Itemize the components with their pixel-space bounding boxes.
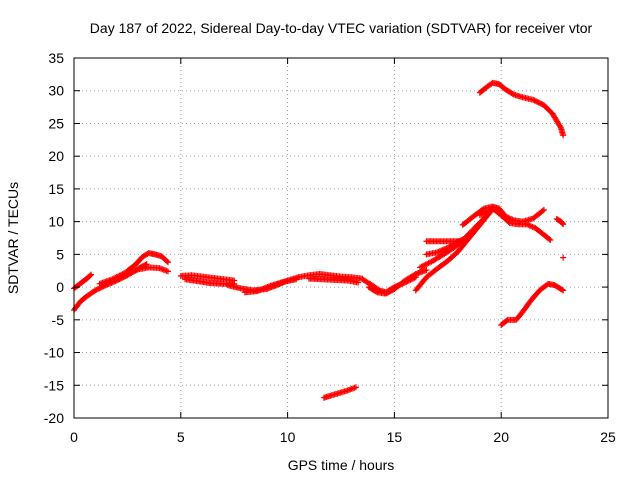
series-trace-late-point	[560, 254, 567, 261]
data-point	[560, 254, 567, 261]
y-axis-label: SDTVAR / TECUs	[5, 182, 21, 294]
data-point	[92, 287, 99, 294]
data-point	[534, 98, 541, 105]
data-point	[93, 286, 100, 293]
x-axis-label: GPS time / hours	[288, 457, 395, 473]
data-point	[164, 268, 171, 275]
x-tick-label: 5	[177, 429, 185, 445]
data-point	[95, 286, 102, 293]
data-point	[540, 206, 547, 213]
series-trace-morning-lower	[124, 264, 171, 277]
ticks-layer: 0 5 10 15 20 25 -20 -15 -10 -5 0 5 10 15 20 25 30 35	[44, 50, 616, 445]
y-tick-label: 30	[48, 83, 64, 99]
series-trace-negative-segment	[320, 384, 359, 401]
data-point	[532, 98, 539, 105]
data-point	[547, 236, 554, 243]
y-tick-label: 5	[56, 246, 64, 262]
data-point	[560, 132, 567, 139]
y-tick-label: -20	[44, 410, 64, 426]
series-trace-late-low	[498, 280, 567, 329]
data-point	[539, 207, 546, 214]
y-tick-label: 0	[56, 279, 64, 295]
y-tick-label: 15	[48, 181, 64, 197]
series-trace-afternoon-2	[305, 275, 362, 286]
data-point	[163, 258, 170, 265]
y-tick-label: 25	[48, 115, 64, 131]
data-point	[557, 123, 564, 130]
y-tick-label: -10	[44, 345, 64, 361]
data-point	[88, 271, 95, 278]
data-point	[558, 286, 565, 293]
data-point	[560, 221, 567, 228]
series-trace-shelf	[423, 238, 464, 245]
series-trace-top-arc	[476, 79, 567, 139]
data-point	[457, 238, 464, 245]
data-point	[355, 279, 362, 286]
x-tick-label: 25	[600, 429, 616, 445]
series-trace-dip-2	[365, 267, 430, 297]
data-point	[538, 100, 545, 107]
plot-frame	[73, 57, 609, 419]
y-tick-label: -5	[52, 312, 65, 328]
data-point	[143, 261, 150, 268]
y-tick-label: 20	[48, 148, 64, 164]
data-point	[164, 259, 171, 266]
data-point	[559, 220, 566, 227]
series-trace-peak-low	[476, 205, 554, 243]
data-points-layer	[71, 79, 567, 401]
data-point	[373, 288, 380, 295]
y-tick-label: -15	[44, 377, 64, 393]
data-point	[87, 272, 94, 279]
series-trace-midday-2	[182, 276, 238, 287]
data-point	[464, 235, 471, 241]
y-tick-label: 10	[48, 214, 64, 230]
data-point	[546, 236, 553, 243]
series-trace-midday-4	[241, 276, 300, 296]
series-trace-midday-1	[177, 272, 238, 284]
chart-title: Day 187 of 2022, Sidereal Day-to-day VTE…	[90, 20, 593, 36]
x-tick-label: 10	[280, 429, 296, 445]
data-point	[423, 267, 430, 274]
data-point	[411, 271, 418, 278]
data-point	[560, 287, 567, 294]
x-tick-label: 15	[387, 429, 403, 445]
data-point	[352, 384, 359, 391]
grid-layer	[74, 58, 608, 418]
data-point	[535, 99, 542, 106]
x-tick-label: 20	[493, 429, 509, 445]
series-trace-late-small	[553, 216, 567, 228]
data-point	[530, 96, 537, 103]
data-point	[509, 90, 516, 97]
x-tick-label: 0	[70, 429, 78, 445]
data-point	[531, 97, 538, 104]
y-tick-label: 35	[48, 50, 64, 66]
data-point	[536, 100, 543, 107]
